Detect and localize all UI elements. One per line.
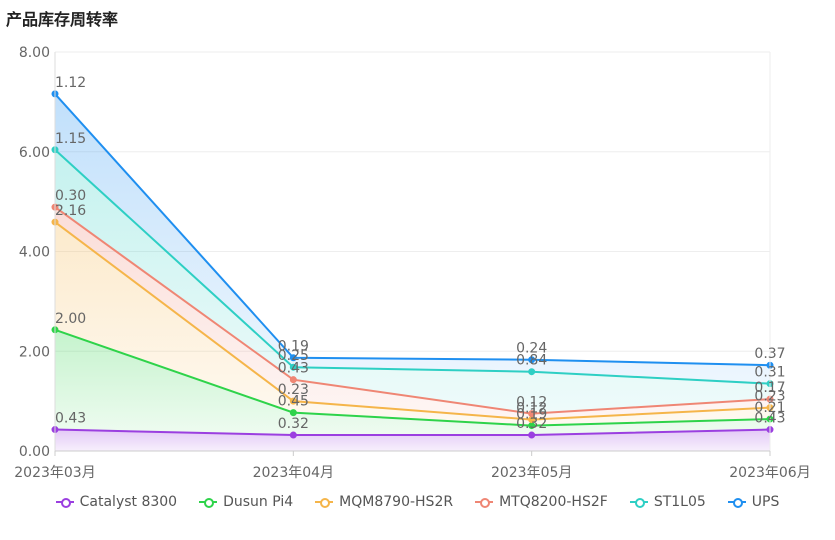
chart-title: 产品库存周转率	[6, 10, 119, 29]
series-line	[54, 428, 771, 437]
data-label: 0.32	[516, 416, 547, 432]
legend-item[interactable]: UPS	[727, 494, 780, 510]
data-label: 0.32	[278, 416, 309, 432]
data-point[interactable]	[289, 397, 297, 405]
data-point[interactable]	[289, 354, 297, 362]
area-fill	[55, 207, 770, 420]
data-label: 0.25	[278, 348, 309, 364]
data-label: 0.21	[754, 400, 785, 416]
legend-swatch-icon	[199, 497, 218, 508]
series-line	[54, 206, 771, 415]
y-tick-label: 0.00	[19, 444, 50, 460]
data-label: 1.12	[55, 75, 86, 91]
data-label: 0.12	[516, 401, 547, 417]
data-label: 0.37	[754, 346, 785, 362]
data-label: 2.00	[55, 311, 86, 327]
legend-swatch-icon	[727, 497, 746, 508]
series-line	[54, 328, 771, 427]
legend-swatch-icon	[55, 497, 74, 508]
legend-label: MTQ8200-HS2F	[499, 494, 608, 510]
area-fill	[55, 222, 770, 426]
x-tick-label: 2023年04月	[253, 465, 334, 481]
area-fills	[55, 93, 770, 451]
data-point[interactable]	[289, 431, 297, 439]
axes: 0.00 2.00 4.00 6.00 8.00 2023年03月 2023年04月 2023…	[14, 45, 810, 481]
data-point[interactable]	[528, 356, 536, 364]
legend-label: MQM8790-HS2R	[339, 494, 454, 510]
area-fill	[55, 429, 770, 451]
data-label: 0.19	[516, 407, 547, 423]
data-label: 0.45	[278, 394, 309, 410]
legend-label: ST1L05	[653, 494, 706, 510]
data-label: 0.19	[278, 339, 309, 355]
legend: Catalyst 8300 Dusun Pi4 MQM8790-HS2R MTQ820…	[0, 494, 835, 510]
area-fill	[55, 93, 770, 384]
legend-item[interactable]: Catalyst 8300	[55, 494, 178, 510]
data-labels: 0.43 0.32 0.32 0.43 2.00 0.45 0.19 0.21 2.16 0.23…	[55, 75, 786, 432]
legend-item[interactable]: Dusun Pi4	[199, 494, 293, 510]
data-label: 0.30	[55, 188, 86, 204]
y-tick-label: 6.00	[19, 145, 50, 161]
series-lines	[54, 93, 771, 437]
y-tick-label: 4.00	[19, 245, 50, 261]
data-label: 0.43	[278, 361, 309, 377]
data-label: 1.15	[55, 131, 86, 147]
data-label: 0.43	[754, 411, 785, 427]
data-point[interactable]	[528, 368, 536, 376]
y-tick-label: 2.00	[19, 344, 50, 360]
legend-label: Dusun Pi4	[223, 494, 294, 510]
data-point[interactable]	[289, 363, 297, 371]
area-fill	[55, 149, 770, 414]
series-line	[54, 149, 771, 385]
data-point[interactable]	[528, 431, 536, 439]
legend-swatch-icon	[629, 497, 648, 508]
data-label: 0.17	[754, 380, 785, 396]
y-tick-label: 8.00	[19, 45, 50, 61]
data-label: 0.23	[278, 382, 309, 398]
legend-item[interactable]: MTQ8200-HS2F	[475, 494, 608, 510]
legend-item[interactable]: ST1L05	[629, 494, 706, 510]
x-tick-label: 2023年03月	[14, 465, 95, 481]
series-line	[54, 221, 771, 421]
legend-label: Catalyst 8300	[79, 494, 178, 510]
data-point[interactable]	[528, 410, 536, 418]
data-label: 0.84	[516, 353, 547, 369]
data-label: 0.31	[754, 365, 785, 381]
data-label: 2.16	[55, 203, 86, 219]
legend-item[interactable]: MQM8790-HS2R	[315, 494, 453, 510]
x-tick-label: 2023年06月	[729, 465, 810, 481]
data-point[interactable]	[289, 376, 297, 384]
data-label: 0.12	[516, 395, 547, 411]
data-label: 0.43	[55, 411, 86, 427]
series-line	[54, 93, 771, 367]
stacked-area-chart: 0.00 2.00 4.00 6.00 8.00 2023年03月 2023年04月 2023…	[14, 45, 810, 481]
legend-label: UPS	[751, 494, 780, 510]
data-point[interactable]	[289, 409, 297, 417]
data-label: 0.24	[516, 341, 547, 357]
area-fill	[55, 329, 770, 436]
legend-swatch-icon	[475, 497, 494, 508]
x-tick-label: 2023年05月	[491, 465, 572, 481]
data-label: 0.23	[754, 389, 785, 405]
legend-swatch-icon	[315, 497, 334, 508]
